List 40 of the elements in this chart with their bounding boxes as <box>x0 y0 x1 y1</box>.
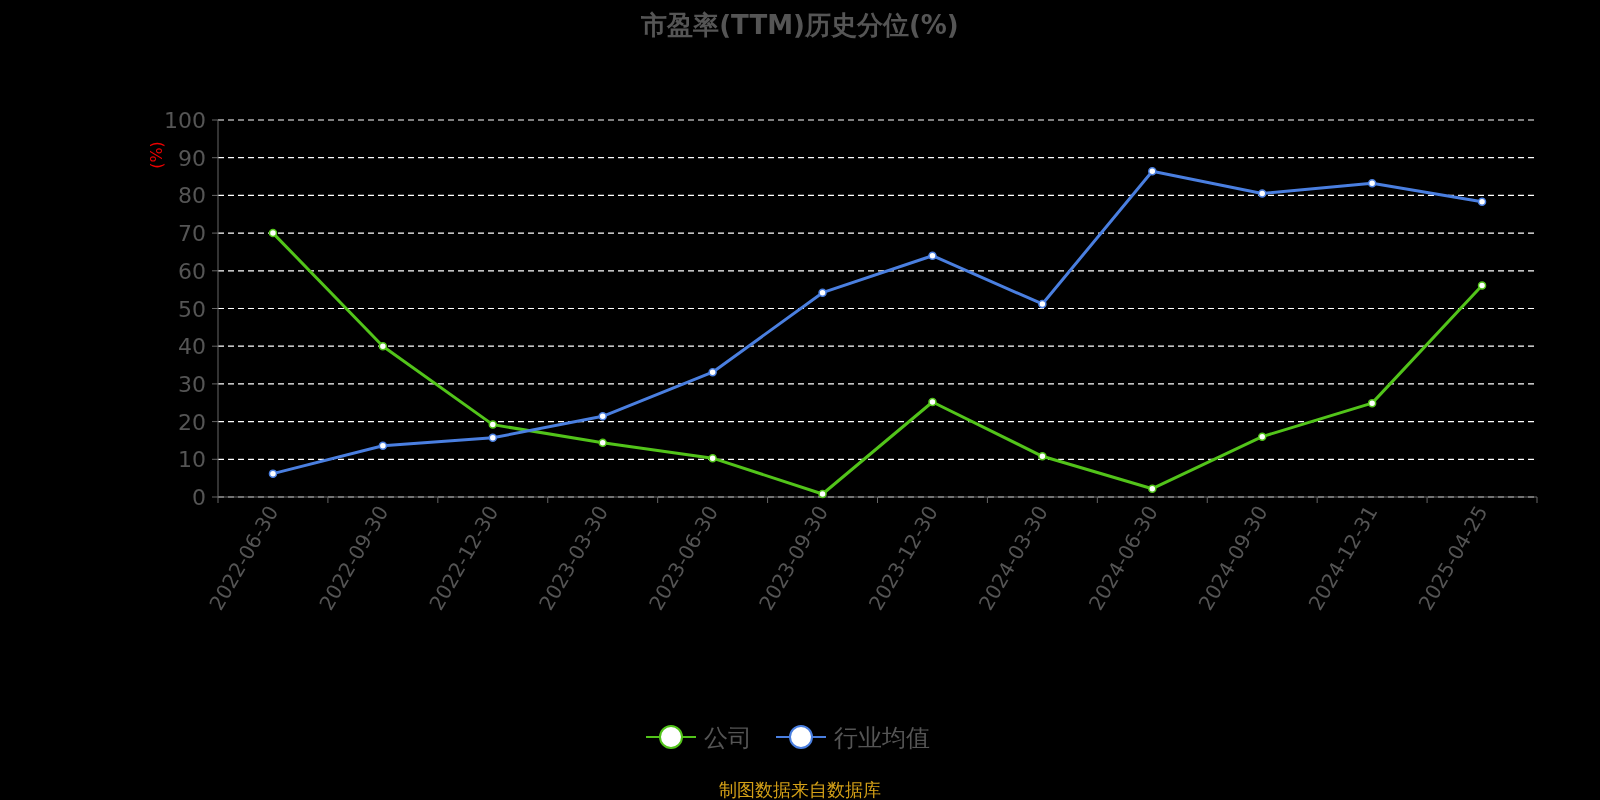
y-tick-label: 20 <box>178 409 206 435</box>
point <box>268 228 278 238</box>
point <box>818 489 827 499</box>
point <box>1038 299 1047 309</box>
point <box>708 453 717 463</box>
point <box>1367 398 1377 408</box>
y-tick-label: 0 <box>192 485 206 510</box>
point <box>488 433 498 443</box>
point <box>378 341 388 351</box>
point <box>928 397 937 407</box>
point <box>598 438 607 447</box>
text: 制图数据来自数据库 <box>719 779 881 800</box>
point <box>1257 432 1267 441</box>
point <box>1148 484 1157 493</box>
point <box>708 367 717 377</box>
point <box>1367 179 1377 188</box>
y-tick-label: 50 <box>178 296 206 322</box>
legend-label: 公司 <box>704 724 752 752</box>
y-tick-label: 100 <box>164 108 206 133</box>
y-tick-label: 10 <box>178 447 206 473</box>
point <box>1477 281 1487 290</box>
point <box>818 288 827 297</box>
y-axis-title: (%) <box>147 141 166 169</box>
point <box>1257 189 1267 198</box>
point <box>1148 167 1157 176</box>
y-tick-label: 70 <box>178 221 206 247</box>
y-tick-label: 40 <box>178 334 206 360</box>
point <box>268 469 278 478</box>
point <box>928 251 937 260</box>
point <box>488 420 498 429</box>
point <box>1477 197 1487 207</box>
legend-label: 行业均值 <box>834 724 930 752</box>
point <box>598 412 607 421</box>
y-tick-label: 30 <box>178 371 206 397</box>
y-tick-label: 80 <box>178 183 206 209</box>
chart-title: 市盈率(TTM)历史分位(%) <box>640 10 959 40</box>
y-tick-label: 60 <box>178 258 206 284</box>
point <box>1038 452 1047 461</box>
point <box>378 441 388 450</box>
y-tick-label: 90 <box>178 145 206 171</box>
